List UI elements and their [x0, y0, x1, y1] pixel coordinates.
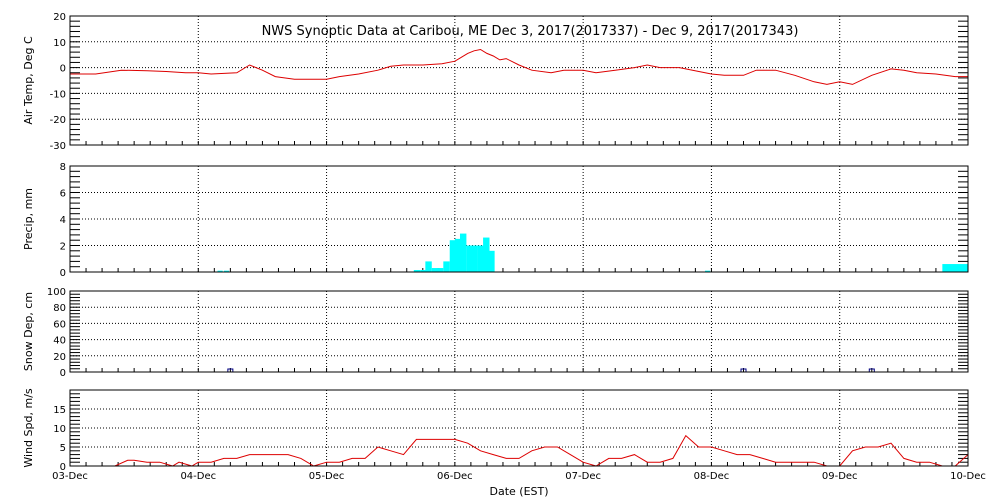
panel-frame	[69, 165, 969, 273]
precip-bar	[488, 250, 495, 272]
precip-bar	[443, 261, 450, 272]
y-axis-title: Air Temp, Deg C	[22, 36, 35, 125]
panel-snow-dep-cm: 100 80 60 40 20 0 Snow Dep, cm	[22, 287, 969, 379]
precip-bar	[942, 264, 968, 272]
precip-bar	[705, 270, 711, 272]
snow-depth-point	[740, 368, 747, 372]
y-tick-label: 20	[53, 12, 66, 23]
y-axis-title: Snow Dep, cm	[22, 292, 35, 371]
precip-bar	[466, 245, 473, 272]
precip-bar	[413, 270, 421, 272]
y-tick-label: 5	[60, 443, 66, 454]
precip-bar	[431, 268, 439, 272]
y-axis-title: Precip, mm	[22, 188, 35, 250]
x-axis-title: Date (EST)	[489, 485, 548, 498]
precip-bar	[449, 240, 457, 272]
x-tick-label: 04-Dec	[180, 471, 216, 482]
snow-depth-point	[868, 368, 875, 372]
snow-depth-point	[227, 368, 234, 372]
x-tick-label: 05-Dec	[309, 471, 345, 482]
panel-data	[82, 434, 968, 466]
precip-bar	[454, 238, 462, 272]
precip-bar	[217, 270, 223, 272]
precip-bar	[223, 270, 230, 272]
panel-frame	[69, 389, 969, 467]
y-tick-label: -30	[50, 141, 66, 152]
x-tick-label: 08-Dec	[694, 471, 730, 482]
y-tick-label: 15	[53, 405, 66, 416]
y-tick-label: 4	[60, 215, 66, 226]
series-line	[70, 48, 968, 85]
panel-wind-spd-m-s: 15 10 5 0 Wind Spd, m/s	[22, 388, 969, 473]
x-tick-labels: 03-Dec 04-Dec 05-Dec 06-Dec 07-Dec 08-Dec 09-D…	[52, 471, 986, 482]
y-tick-label: 40	[53, 336, 66, 347]
chart-title: NWS Synoptic Data at Caribou, ME Dec 3, …	[262, 24, 799, 39]
panel-frame	[69, 290, 969, 373]
panel-frame	[69, 15, 969, 146]
panel-air-temp-deg-c: 20 10 0 -10 -20 -30 Air Temp, Deg C	[22, 12, 969, 152]
y-tick-label: 10	[53, 38, 66, 49]
x-tick-label: 09-Dec	[822, 471, 858, 482]
x-tick-label: 03-Dec	[52, 471, 88, 482]
panel-data	[227, 368, 875, 372]
precip-bar	[477, 245, 485, 272]
precip-bar	[420, 270, 427, 272]
precip-bar	[471, 245, 478, 272]
y-tick-label: 20	[53, 352, 66, 363]
panel-data	[217, 233, 968, 272]
panel-data	[70, 48, 968, 85]
y-tick-label: 6	[60, 189, 66, 200]
y-tick-label: 100	[47, 287, 66, 298]
y-tick-label: 0	[60, 462, 66, 473]
y-axis-title: Wind Spd, m/s	[22, 388, 35, 468]
y-tick-label: 60	[53, 319, 66, 330]
y-tick-label: -10	[50, 89, 66, 100]
x-tick-label: 07-Dec	[565, 471, 601, 482]
y-tick-label: 0	[60, 368, 66, 379]
precip-bar	[483, 237, 490, 272]
x-tick-label: 06-Dec	[437, 471, 473, 482]
y-tick-label: 2	[60, 242, 66, 253]
y-tick-label: 80	[53, 303, 66, 314]
precip-bar	[459, 233, 467, 272]
y-tick-label: 0	[60, 268, 66, 279]
y-tick-label: 10	[53, 424, 66, 435]
precip-bar	[436, 268, 444, 272]
y-tick-label: 0	[60, 64, 66, 75]
panel-precip-mm: 8 6 4 2 0 Precip, mm	[22, 162, 969, 279]
y-tick-label: 8	[60, 162, 66, 173]
series-line	[82, 434, 968, 466]
y-tick-label: -20	[50, 115, 66, 126]
x-tick-label: 10-Dec	[950, 471, 986, 482]
precip-bar	[425, 261, 432, 272]
